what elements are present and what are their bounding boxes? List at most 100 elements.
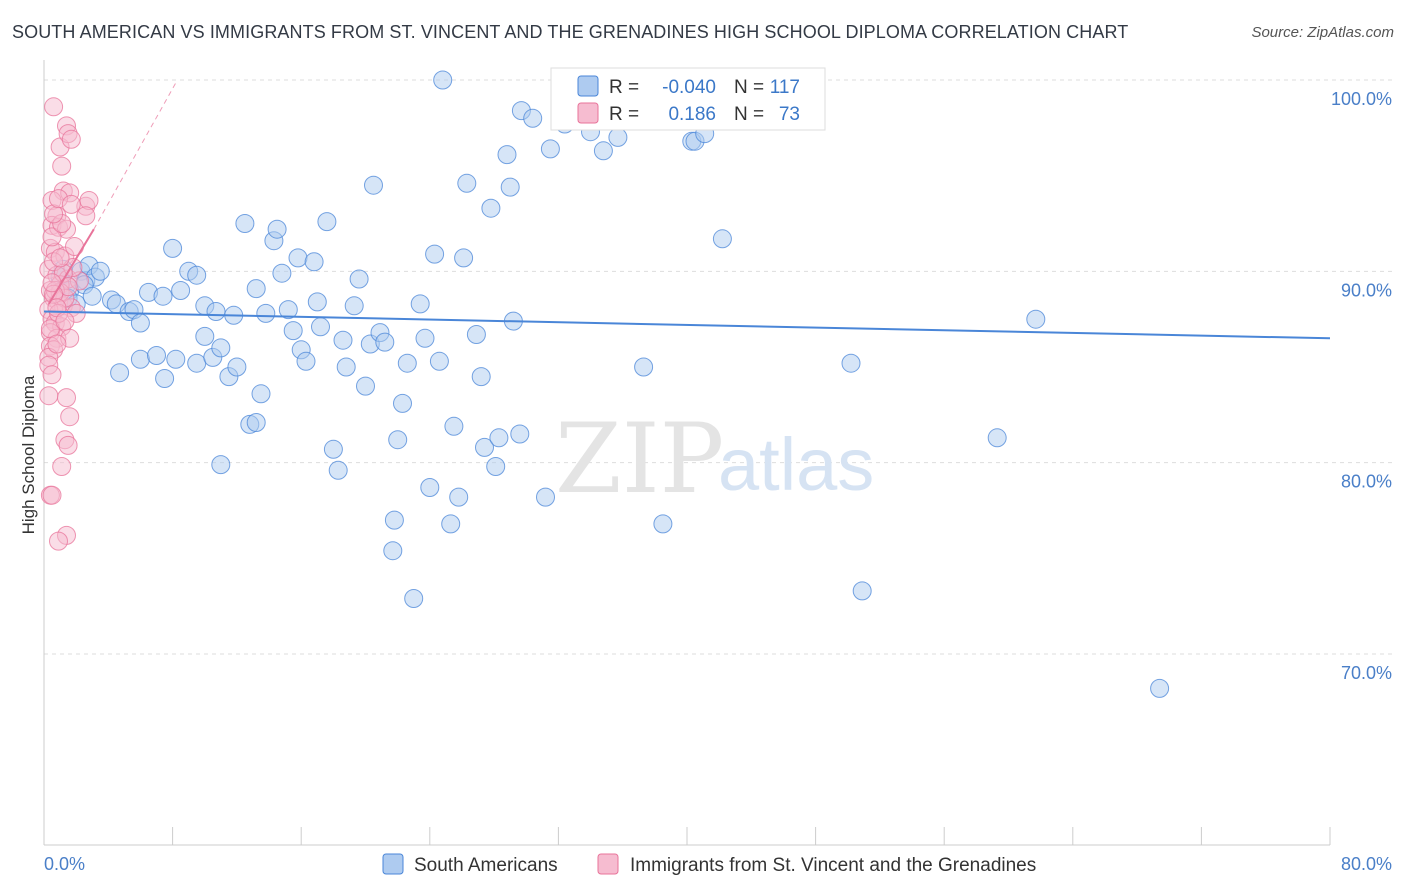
point-south-american [246,413,266,432]
point-south-american [608,127,628,147]
bottom-legend-blue-label: South Americans [414,855,558,876]
point-south-american [433,70,453,90]
bottom-legend-pink-label: Immigrants from St. Vincent and the Gren… [630,855,1036,876]
y-tick-label: 80.0% [1341,472,1392,492]
point-south-american [489,428,509,448]
point-south-american [634,357,654,377]
point-south-american [317,212,337,232]
legend-blue-r-value: -0.040 [662,77,716,98]
point-south-american [82,286,102,306]
point-st-vincent [42,365,62,385]
point-south-american [987,428,1007,448]
point-south-american [227,357,247,377]
point-south-american [283,321,303,341]
point-south-american [1150,678,1170,698]
point-st-vincent [76,206,96,226]
point-south-american [171,281,191,300]
point-south-american [523,108,543,128]
point-south-american [397,353,417,373]
point-south-american [852,581,872,601]
point-south-american [540,139,560,159]
point-south-american [441,514,461,534]
trend-line-st-vincent-extension [93,79,178,230]
point-south-american [163,238,183,258]
point-st-vincent [55,311,75,331]
point-south-american [593,141,613,161]
point-st-vincent [58,435,78,455]
source-credit: Source: ZipAtlas.com [1251,24,1394,41]
x-tick-label-min: 0.0% [44,854,85,874]
point-south-american [336,357,356,377]
point-st-vincent [49,531,68,551]
point-south-american [328,460,348,480]
point-south-american [211,338,231,358]
point-south-american [384,510,404,530]
point-south-american [267,219,287,239]
point-south-american [393,393,412,413]
point-south-american [251,384,271,404]
legend-blue-r-label: R = [609,77,639,98]
point-south-american [500,177,520,197]
point-south-american [454,248,474,268]
point-south-american [235,214,255,233]
legend-pink-n-label: N = [734,104,764,125]
point-south-american [510,424,530,444]
y-tick-labels: 100.0% 90.0% 80.0% 70.0% [1331,89,1392,683]
point-south-american [486,457,506,476]
point-south-american [90,261,110,281]
point-south-american [712,229,732,249]
point-south-american [481,198,501,218]
point-south-american [272,263,292,283]
point-south-american [211,455,231,475]
trend-line-south-americans [43,310,1331,340]
point-south-american [466,325,486,344]
point-st-vincent [61,129,81,149]
point-south-american [497,145,517,165]
point-south-american [425,244,445,264]
point-st-vincent [50,248,70,268]
point-south-american [375,332,395,352]
legend-pink-r-label: R = [609,104,639,125]
point-st-vincent [47,334,67,354]
point-south-american [187,353,207,373]
legend-blue-n-value: 117 [770,77,800,98]
point-st-vincent [42,227,62,247]
point-south-american [311,317,330,337]
point-st-vincent [60,407,80,427]
series-south-americans [50,70,1170,698]
point-south-american [457,173,477,193]
point-south-american [410,294,430,314]
point-south-american [444,416,464,436]
chart-title: SOUTH AMERICAN VS IMMIGRANTS FROM ST. VI… [12,22,1129,42]
point-south-american [333,330,353,350]
point-south-american [153,286,173,306]
point-south-american [356,376,375,396]
y-tick-label: 70.0% [1341,663,1392,683]
point-st-vincent [42,485,62,505]
point-south-american [383,541,403,561]
legend-swatch-blue [577,75,599,97]
point-st-vincent [52,156,72,176]
point-st-vincent [52,457,72,476]
point-south-american [166,349,186,369]
point-st-vincent [57,388,76,408]
point-south-american [296,351,316,371]
top-legend: R = -0.040 N = 117 R = 0.186 N = 73 [550,67,826,131]
point-st-vincent [39,386,59,406]
point-south-american [110,363,130,383]
point-south-american [349,269,369,289]
bottom-legend-swatch-pink [597,853,619,875]
legend-pink-n-value: 73 [779,104,800,125]
point-south-american [475,437,494,457]
point-st-vincent [65,237,84,256]
point-south-american [471,367,491,387]
watermark-atlas: atlas [718,423,874,506]
point-south-american [304,252,324,272]
point-south-american [841,353,861,373]
bottom-legend: South Americans Immigrants from St. Vinc… [382,853,1036,876]
series-st-vincent-immigrants [39,97,99,551]
point-south-american [130,349,150,369]
point-south-american [415,328,435,348]
point-south-american [404,589,424,608]
